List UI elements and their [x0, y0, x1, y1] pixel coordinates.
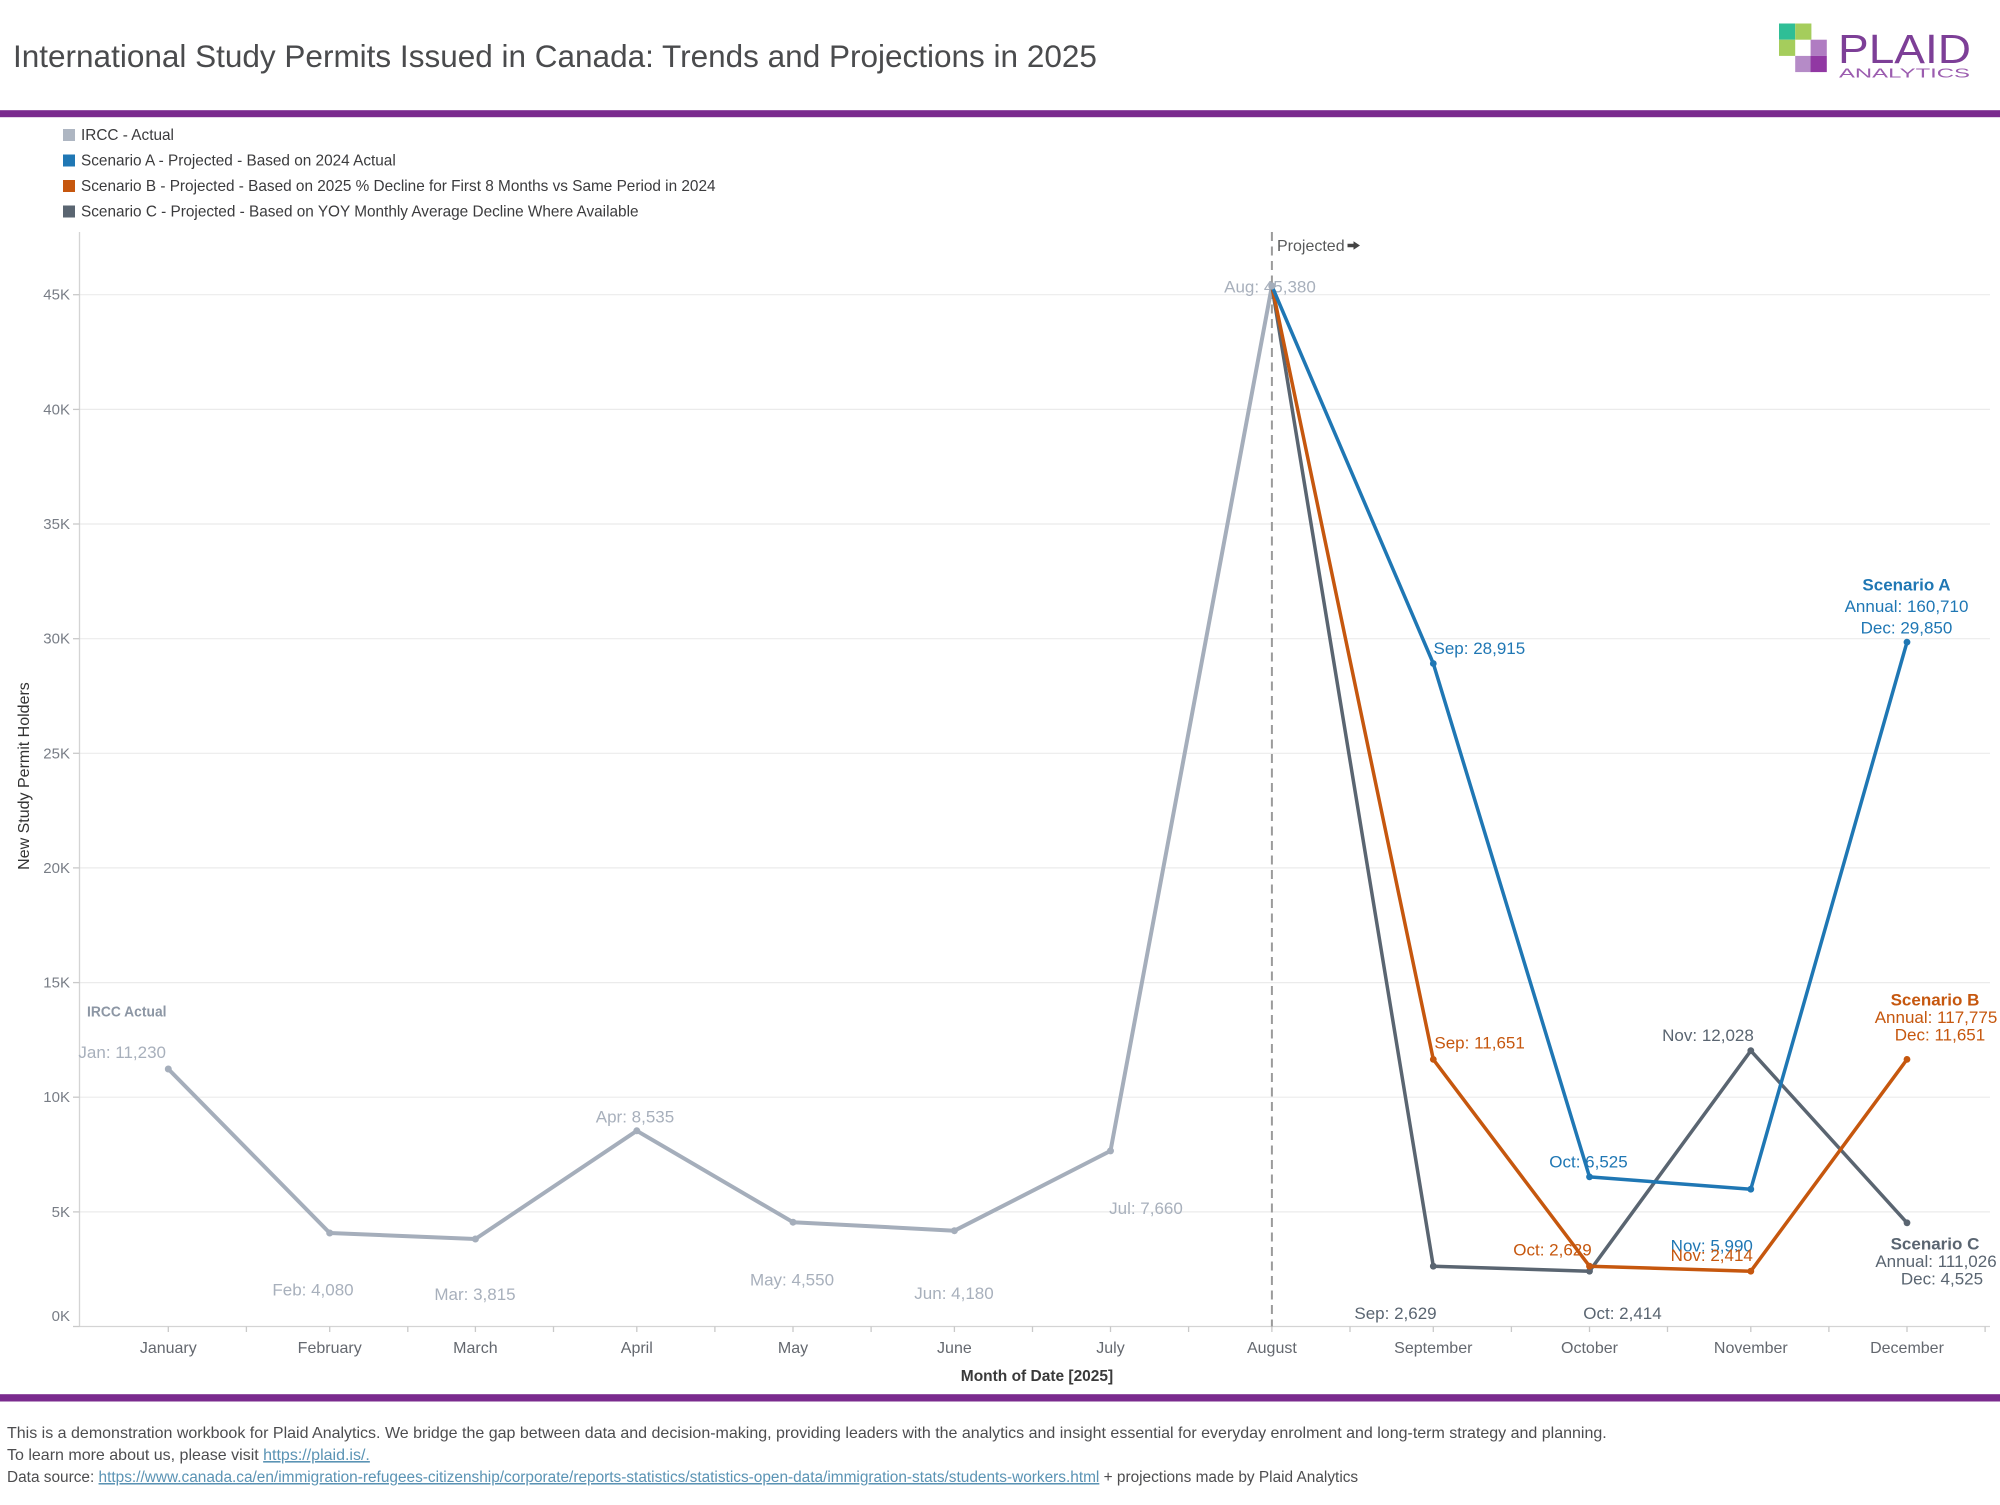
svg-text:Scenario A - Projected - Based: Scenario A - Projected - Based on 2024 A…	[81, 153, 396, 170]
svg-text:Data source: https://www.canad: Data source: https://www.canada.ca/en/im…	[7, 1469, 1358, 1486]
svg-text:Scenario C - Projected - Based: Scenario C - Projected - Based on YOY Mo…	[81, 204, 639, 221]
svg-text:Feb: 4,080: Feb: 4,080	[272, 1281, 353, 1300]
svg-text:Nov: 12,028: Nov: 12,028	[1662, 1026, 1754, 1045]
svg-text:35K: 35K	[43, 516, 70, 533]
svg-text:Jul: 7,660: Jul: 7,660	[1109, 1199, 1183, 1218]
svg-text:June: June	[937, 1340, 972, 1357]
svg-text:Mar: 3,815: Mar: 3,815	[434, 1285, 515, 1304]
svg-text:Jun: 4,180: Jun: 4,180	[914, 1284, 993, 1303]
svg-text:Jan: 11,230: Jan: 11,230	[78, 1043, 166, 1062]
svg-text:25K: 25K	[43, 745, 70, 762]
svg-text:Annual: 111,026: Annual: 111,026	[1875, 1252, 1996, 1271]
svg-text:January: January	[140, 1340, 197, 1357]
svg-text:IRCC Actual: IRCC Actual	[87, 1004, 167, 1021]
svg-text:10K: 10K	[43, 1089, 70, 1106]
svg-text:Scenario A: Scenario A	[1862, 576, 1950, 595]
svg-text:PLAID: PLAID	[1838, 26, 1971, 72]
svg-text:March: March	[453, 1340, 497, 1357]
svg-text:45K: 45K	[43, 287, 70, 304]
svg-text:Scenario B: Scenario B	[1891, 991, 1980, 1010]
svg-text:20K: 20K	[43, 860, 70, 877]
svg-text:New Study Permit Holders: New Study Permit Holders	[16, 682, 33, 870]
svg-text:Dec: 29,850: Dec: 29,850	[1861, 619, 1953, 638]
svg-text:Nov: 5,990: Nov: 5,990	[1671, 1237, 1753, 1256]
svg-text:This is a demonstration workbo: This is a demonstration workbook for Pla…	[7, 1425, 1607, 1442]
svg-text:December: December	[1870, 1340, 1944, 1357]
svg-text:International Study Permits Is: International Study Permits Issued in Ca…	[13, 38, 1097, 74]
svg-text:Nov: 2,414: Nov: 2,414	[1671, 1246, 1753, 1265]
svg-text:April: April	[621, 1340, 653, 1357]
svg-text:To learn more about us, please: To learn more about us, please visit htt…	[7, 1447, 370, 1464]
svg-text:0K: 0K	[52, 1308, 70, 1325]
svg-text:Sep: 28,915: Sep: 28,915	[1434, 639, 1526, 658]
svg-text:May: 4,550: May: 4,550	[750, 1271, 834, 1290]
svg-text:Sep: 11,651: Sep: 11,651	[1434, 1034, 1524, 1053]
svg-text:40K: 40K	[43, 401, 70, 418]
svg-text:Annual: 160,710: Annual: 160,710	[1845, 597, 1969, 616]
svg-text:ANALYTICS: ANALYTICS	[1839, 67, 1970, 81]
svg-text:IRCC - Actual: IRCC - Actual	[81, 127, 174, 144]
svg-text:Dec: 11,651: Dec: 11,651	[1895, 1026, 1985, 1045]
svg-text:Scenario B - Projected - Based: Scenario B - Projected - Based on 2025 %…	[81, 178, 716, 195]
svg-text:Dec: 4,525: Dec: 4,525	[1901, 1269, 1983, 1288]
svg-text:July: July	[1096, 1340, 1124, 1357]
svg-text:September: September	[1394, 1340, 1473, 1357]
svg-text:Oct: 6,525: Oct: 6,525	[1549, 1152, 1627, 1171]
svg-text:Scenario C: Scenario C	[1891, 1234, 1980, 1253]
svg-text:August: August	[1247, 1340, 1297, 1357]
svg-text:February: February	[298, 1340, 362, 1357]
svg-text:Sep: 2,629: Sep: 2,629	[1354, 1304, 1436, 1323]
svg-text:Annual: 117,775: Annual: 117,775	[1875, 1008, 1998, 1027]
svg-text:Oct: 2,414: Oct: 2,414	[1583, 1304, 1661, 1323]
svg-text:15K: 15K	[43, 975, 70, 992]
svg-text:Projected: Projected	[1277, 238, 1345, 255]
svg-text:May: May	[778, 1340, 808, 1357]
svg-text:Apr: 8,535: Apr: 8,535	[596, 1108, 674, 1127]
svg-text:October: October	[1561, 1340, 1619, 1357]
svg-text:5K: 5K	[52, 1204, 70, 1221]
svg-text:30K: 30K	[43, 631, 70, 648]
svg-text:Oct: 2,629: Oct: 2,629	[1513, 1240, 1591, 1259]
svg-text:Month of Date [2025]: Month of Date [2025]	[961, 1368, 1113, 1385]
svg-text:November: November	[1714, 1340, 1788, 1357]
